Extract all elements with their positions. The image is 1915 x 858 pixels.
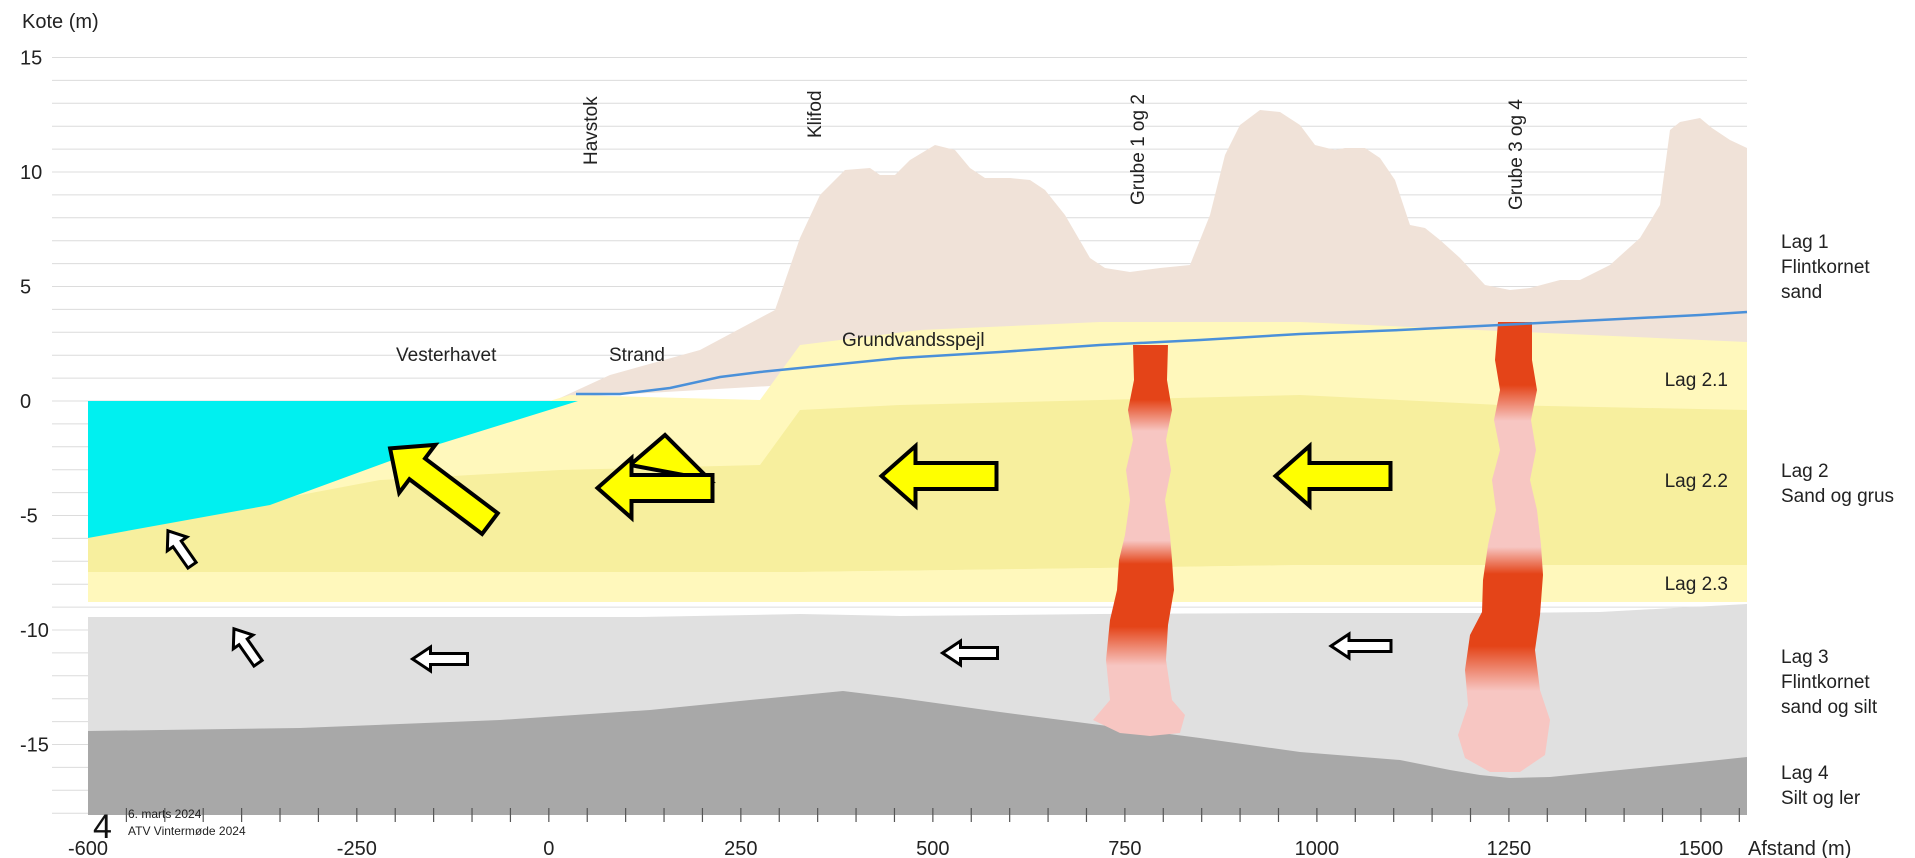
layer-labels: Lag 1 Flintkornet sand Lag 2.1 Lag 2.2 Lag 2 S… — [1665, 232, 1894, 809]
x-tick-label: 0 — [543, 838, 554, 858]
y-tick-label: -15 — [20, 735, 49, 757]
x-axis-ticks: -600 -250 0 250 500 750 1000 1250 1500 — [68, 808, 1740, 858]
layer-label: Silt og ler — [1781, 788, 1861, 809]
label-grundvandsspejl: Grundvandsspejl — [842, 330, 985, 351]
x-tick-label: 500 — [916, 838, 949, 858]
x-tick-label: 1250 — [1487, 838, 1532, 858]
layer-label: Lag 4 — [1781, 763, 1829, 784]
small-arrow — [231, 626, 265, 669]
layer-label: sand — [1781, 282, 1822, 303]
y-tick-label: 15 — [20, 48, 42, 70]
x-tick-label: 1000 — [1295, 838, 1340, 858]
layer-label: Sand og grus — [1781, 486, 1894, 507]
layer-label: Flintkornet — [1781, 672, 1870, 693]
layer-2-3 — [88, 565, 1747, 602]
small-arrow — [1328, 631, 1393, 661]
sea — [88, 401, 578, 538]
small-arrow — [939, 638, 999, 668]
dune-area — [560, 110, 1747, 398]
plume-pit-3-4 — [1458, 322, 1550, 772]
layer-label: Lag 3 — [1781, 647, 1829, 668]
large-arrow — [878, 441, 999, 511]
layer-4 — [88, 691, 1747, 815]
x-tick-label: -600 — [68, 838, 108, 858]
layer-label: Lag 1 — [1781, 232, 1829, 253]
label-strand: Strand — [609, 345, 665, 366]
y-tick-label: 0 — [20, 391, 31, 413]
layer-label: Flintkornet — [1781, 257, 1870, 278]
arrows-layer — [165, 441, 1393, 674]
label-grube-3-og-4: Grube 3 og 4 — [1506, 99, 1527, 210]
footer-date: 6. marts 2024 — [128, 807, 202, 821]
layer-label: Lag 2.3 — [1665, 574, 1728, 595]
label-vesterhavet: Vesterhavet — [396, 345, 497, 366]
groundwater-line — [576, 310, 1748, 396]
page-number: 4 — [93, 808, 112, 846]
plume-pit-1-2 — [1093, 345, 1185, 736]
y-tick-label: -5 — [20, 506, 38, 528]
large-arrow — [387, 442, 501, 537]
x-tick-label: 250 — [724, 838, 757, 858]
x-tick-label: 1500 — [1679, 838, 1724, 858]
layer-label: Lag 2 — [1781, 461, 1829, 482]
layer-label: Lag 2.2 — [1665, 471, 1728, 492]
y-tick-label: -10 — [20, 620, 49, 642]
y-tick-label: 5 — [20, 277, 31, 299]
x-tick-label: 750 — [1108, 838, 1141, 858]
small-arrow — [165, 528, 199, 571]
layer-label: Lag 2.1 — [1665, 370, 1728, 391]
large-arrow-1 — [625, 432, 716, 484]
x-axis-title: Afstand (m) — [1748, 838, 1851, 858]
large-arrow — [594, 453, 715, 523]
y-tick-label: 10 — [20, 162, 42, 184]
layer-label: sand og silt — [1781, 697, 1878, 718]
small-arrow — [409, 644, 469, 674]
footer-event: ATV Vintermøde 2024 — [128, 824, 246, 838]
label-grube-1-og-2: Grube 1 og 2 — [1128, 94, 1149, 205]
label-havstok: Havstok — [581, 96, 602, 165]
large-arrow — [1272, 441, 1393, 511]
y-axis-title: Kote (m) — [22, 11, 99, 33]
label-klifod: Klifod — [805, 90, 826, 138]
x-tick-label: -250 — [337, 838, 377, 858]
flow-arrows — [625, 432, 716, 484]
